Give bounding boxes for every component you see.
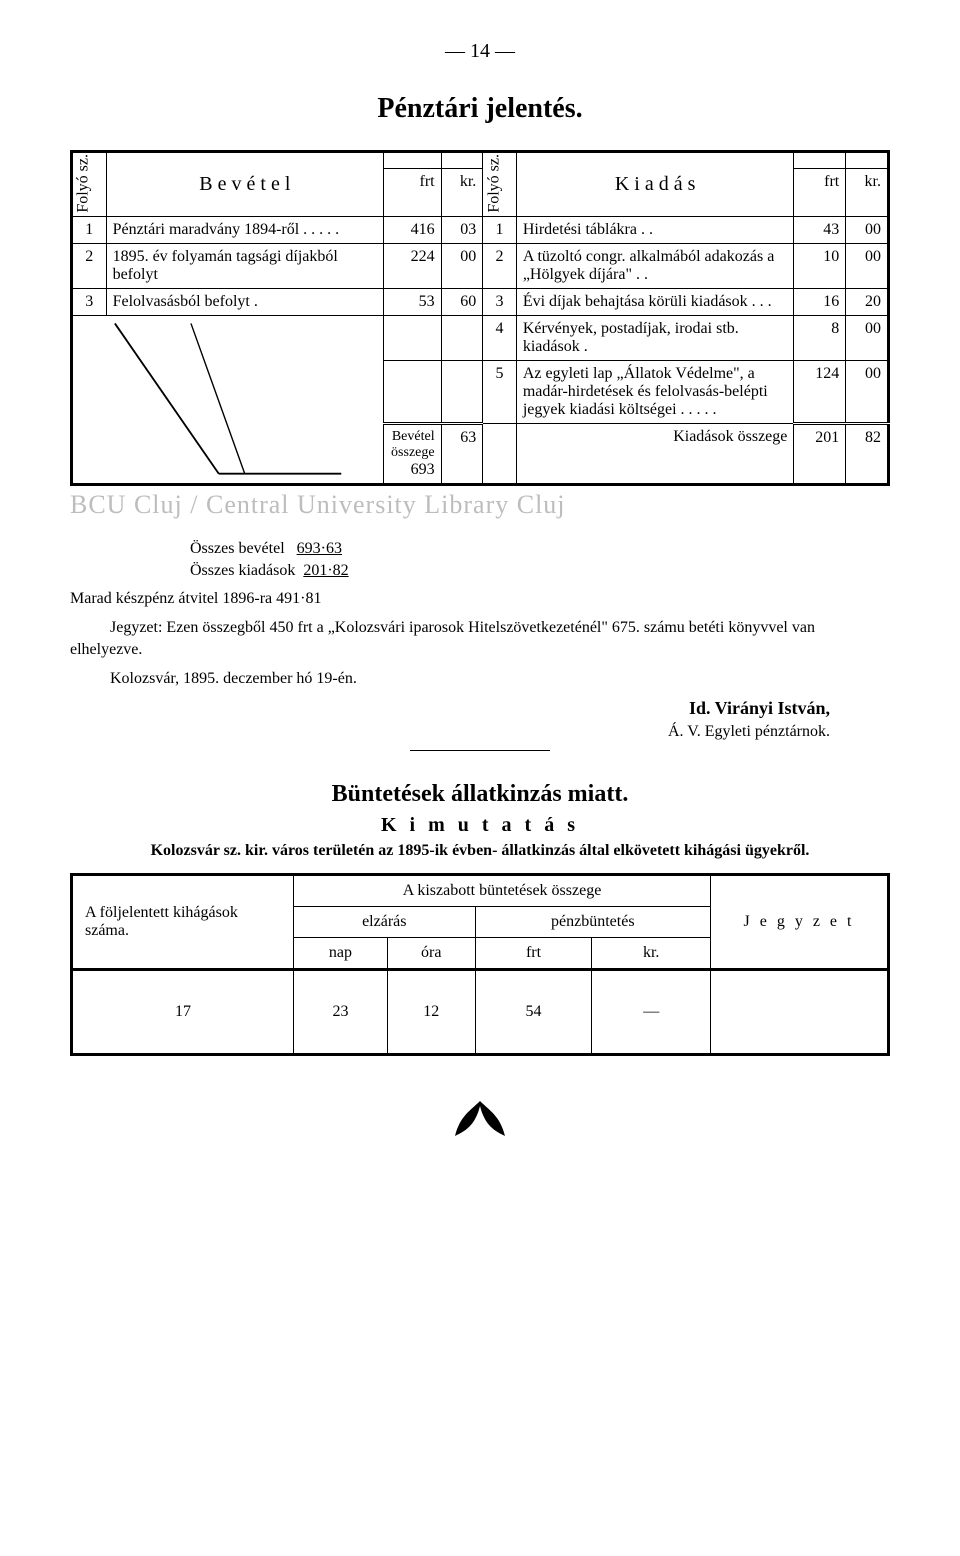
sum-line2-label: Összes kiadások — [190, 562, 295, 579]
table-row: 1 Pénztári maradvány 1894-ről . . . . . … — [72, 216, 889, 243]
pr-nap: 23 — [294, 970, 388, 1055]
cell-kr: 00 — [846, 216, 889, 243]
ph-mid-top: A kiszabott büntetések összege — [294, 875, 711, 907]
sum-line3: Marad készpénz átvitel 1896-ra 491·81 — [70, 588, 890, 610]
ph-kr: kr. — [592, 938, 711, 970]
kiadas-sum-label: Kiadások összege — [516, 423, 794, 484]
signature-title: Á. V. Egyleti pénztárnok. — [70, 721, 830, 743]
ph-left: A följelentett kihágások száma. — [72, 875, 294, 970]
cell-desc: 1895. év folyamán tagsági díjakból befol… — [106, 243, 384, 288]
pr-kr: — — [592, 970, 711, 1055]
cell-frt: 8 — [794, 315, 846, 360]
diagonal-lines-icon — [73, 316, 383, 483]
page-title: Pénztári jelentés. — [70, 93, 890, 125]
cell-kr: 00 — [846, 315, 889, 360]
table-row: 2 1895. év folyamán tagsági díjakból bef… — [72, 243, 889, 288]
cell-frt: 53 — [384, 288, 441, 315]
ph-frt: frt — [475, 938, 592, 970]
section2-subtitle: K i m u t a t á s — [70, 814, 890, 837]
ph-nap: nap — [294, 938, 388, 970]
cell-kr: 20 — [846, 288, 889, 315]
cell-desc: Kérvények, postadíjak, irodai stb. kiadá… — [516, 315, 794, 360]
summary-block: Összes bevétel 693·63 Összes kiadások 20… — [70, 538, 890, 751]
cell-frt: 416 — [384, 216, 441, 243]
cell-num: 2 — [72, 243, 107, 288]
bevetel-sum-kr: 63 — [441, 423, 483, 484]
cell-num: 2 — [483, 243, 517, 288]
cell-frt: 10 — [794, 243, 846, 288]
cell-num: 1 — [72, 216, 107, 243]
cell-kr: 00 — [846, 360, 889, 423]
cell-num: 4 — [483, 315, 517, 360]
kiadas-sum-frt: 201 — [794, 423, 846, 484]
pr-ora: 12 — [387, 970, 475, 1055]
ph-right: J e g y z e t — [711, 875, 889, 970]
section2-desc: Kolozsvár sz. kir. város területén az 18… — [110, 841, 850, 862]
col-kiadas: K i a d á s — [516, 152, 794, 217]
cell-num: 3 — [72, 288, 107, 315]
cell-frt: 224 — [384, 243, 441, 288]
ph-ora: óra — [387, 938, 475, 970]
page-number: — 14 — — [70, 40, 890, 63]
cell-frt: 124 — [794, 360, 846, 423]
cell-frt: 43 — [794, 216, 846, 243]
bevetel-sum-frt: Bevétel összege 693 — [384, 423, 441, 484]
table-row: 4 Kérvények, postadíjak, irodai stb. kia… — [72, 315, 889, 360]
cell-desc: Az egyleti lap „Állatok Védelme", a madá… — [516, 360, 794, 423]
sum-note: Jegyzet: Ezen összegből 450 frt a „Koloz… — [70, 617, 890, 662]
ph-elzaras: elzárás — [294, 907, 476, 938]
ledger-table: Folyó sz. B e v é t e l Folyó sz. K i a … — [70, 150, 890, 486]
kiadas-sum-kr: 82 — [846, 423, 889, 484]
table-row: 3 Felolvasásból befolyt . 53 60 3 Évi dí… — [72, 288, 889, 315]
table-row: 17 23 12 54 — — [72, 970, 889, 1055]
cell-kr: 00 — [441, 243, 483, 288]
place-date: Kolozsvár, 1895. deczember hó 19-én. — [70, 668, 890, 690]
cell-kr: 60 — [441, 288, 483, 315]
cell-num: 3 — [483, 288, 517, 315]
hdr-kr-r: kr. — [846, 169, 889, 216]
divider — [410, 750, 550, 751]
ph-penz: pénzbüntetés — [475, 907, 710, 938]
col-folyo-right: Folyó sz. — [483, 152, 517, 217]
cell-num: 1 — [483, 216, 517, 243]
hdr-frt-l: frt — [384, 169, 441, 216]
cell-num: 5 — [483, 360, 517, 423]
cell-kr: 00 — [846, 243, 889, 288]
punishment-table: A följelentett kihágások száma. A kiszab… — [70, 873, 890, 1056]
cell-desc: A tüzoltó congr. alkalmából adakozás a „… — [516, 243, 794, 288]
cell-desc: Felolvasásból befolyt . — [106, 288, 384, 315]
col-folyo-left: Folyó sz. — [72, 152, 107, 217]
cell-desc: Pénztári maradvány 1894-ről . . . . . — [106, 216, 384, 243]
hdr-frt-r: frt — [794, 169, 846, 216]
pr-frt: 54 — [475, 970, 592, 1055]
section2-title: Büntetések állatkinzás miatt. — [70, 781, 890, 808]
signature-name: Id. Virányi István, — [70, 696, 830, 721]
sum-line1-val: 693·63 — [297, 540, 342, 557]
sum-line2-val: 201·82 — [303, 562, 348, 579]
sum-line1-label: Összes bevétel — [190, 540, 285, 557]
cell-kr: 03 — [441, 216, 483, 243]
hdr-kr-l: kr. — [441, 169, 483, 216]
watermark-text: BCU Cluj / Central University Library Cl… — [70, 490, 890, 520]
pr-count: 17 — [72, 970, 294, 1055]
cell-desc: Hirdetési táblákra . . — [516, 216, 794, 243]
cell-desc: Évi díjak behajtása körüli kiadások . . … — [516, 288, 794, 315]
cell-frt: 16 — [794, 288, 846, 315]
col-bevetel: B e v é t e l — [106, 152, 384, 217]
leaf-ornament-icon — [70, 1096, 890, 1156]
